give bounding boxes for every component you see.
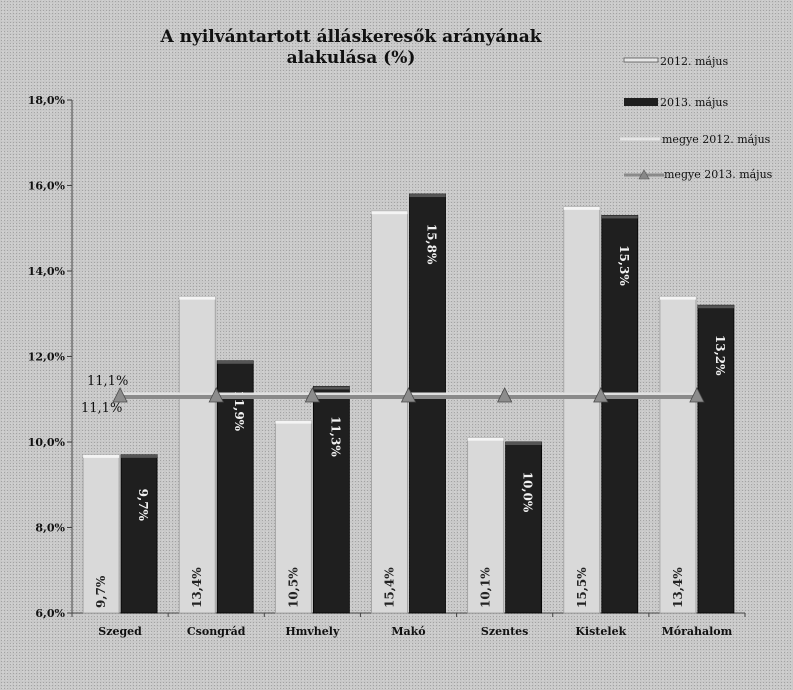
county-line-marker: [112, 387, 128, 403]
x-tick-label: Szentes: [481, 625, 528, 638]
legend-swatch-2012: [623, 57, 659, 63]
bar-2012-cap: [467, 437, 504, 441]
bar-2013: [120, 454, 158, 614]
data-label-2013: 15,8%: [425, 224, 439, 265]
bar-2012: [371, 210, 408, 614]
y-tick-label: 12,0%: [28, 351, 66, 364]
legend-label-2013: 2013. május: [660, 96, 728, 109]
bars: 9,7% 9,7% 13,4% 11,9% 10,5% 11,3% 15,4% 15,8% 10…: [82, 193, 735, 614]
bar-2013-cap: [601, 215, 638, 219]
bar-2012-cap: [371, 211, 408, 215]
bar-2012: [467, 437, 505, 614]
legend-swatch-2013: [624, 98, 658, 106]
y-tick-label: 14,0%: [28, 265, 66, 278]
data-label-2012: 10,1%: [479, 567, 493, 608]
data-label-2012: 10,5%: [286, 567, 300, 608]
x-tick-label: Hmvhely: [285, 625, 340, 638]
county-lines: 11,1% 11,1%: [81, 374, 705, 416]
data-label-2013: 9,7%: [136, 489, 150, 522]
county-line-marker: [208, 387, 224, 403]
county-line-marker: [304, 387, 321, 403]
county-label-2013: 11,1%: [81, 401, 122, 416]
y-tick-label: 8,0%: [35, 522, 65, 535]
bar-2013-cap: [409, 194, 446, 198]
legend-label-2012: 2012. május: [660, 55, 728, 68]
legend-label-megye-2013: megye 2013. május: [664, 168, 773, 181]
bar-2013-cap: [697, 305, 734, 309]
x-tick-label: Csongrád: [187, 625, 246, 638]
bar-2012: [659, 296, 697, 614]
legend: 2012. május 2013. május megye 2012. máju…: [620, 55, 773, 181]
bar-2013: [505, 441, 543, 614]
chart-title-line1: A nyilvántartott álláskeresők arányának: [159, 27, 542, 47]
y-tick-label: 18,0%: [28, 94, 66, 107]
legend-item-megye-2013: megye 2013. május: [624, 168, 773, 181]
y-tick-label: 16,0%: [28, 180, 66, 193]
bar-2012-cap: [275, 420, 312, 424]
bar-2012-cap: [659, 296, 696, 300]
bar-2013-cap: [121, 454, 158, 458]
county-line-marker: [400, 387, 417, 403]
legend-marker-triangle: [638, 169, 650, 180]
legend-item-2012: 2012. május: [623, 55, 728, 68]
data-label-2012: 13,4%: [190, 567, 204, 608]
y-tick-label: 6,0%: [35, 607, 65, 620]
data-label-2013: 13,2%: [713, 335, 727, 376]
data-label-2013: 10,0%: [521, 472, 535, 513]
x-tick-label: Kistelek: [575, 625, 626, 638]
bar-2013: [601, 215, 639, 614]
bar-2012: [563, 206, 601, 614]
y-tick-label: 10,0%: [28, 436, 66, 449]
data-label-2013: 15,3%: [617, 245, 631, 286]
data-label-2012: 9,7%: [94, 575, 108, 608]
legend-label-megye-2012: megye 2012. május: [662, 133, 771, 146]
x-labels: Szeged Csongrád Hmvhely Makó Szentes Kistelek…: [71, 613, 746, 638]
bar-2013-cap: [505, 442, 542, 445]
data-label-2012: 13,4%: [671, 567, 685, 608]
chart-title-line2: alakulása (%): [287, 48, 416, 68]
bar-2013: [697, 304, 735, 614]
county-line-marker: [496, 387, 513, 403]
legend-item-megye-2012: megye 2012. május: [620, 133, 771, 146]
x-tick-label: Mórahalom: [662, 625, 733, 638]
data-label-2013: 11,9%: [232, 390, 246, 431]
bar-2012: [178, 296, 216, 614]
bar-2013-cap: [217, 360, 254, 364]
data-label-2012: 15,4%: [383, 567, 397, 608]
bar-2012-cap: [179, 296, 216, 300]
data-label-2012: 15,5%: [575, 567, 589, 608]
bar-2013: [216, 360, 254, 614]
legend-item-2013: 2013. május: [624, 96, 728, 109]
x-tick-label: Makó: [391, 625, 425, 638]
county-label-2012: 11,1%: [87, 374, 128, 389]
bar-2012-cap: [563, 206, 600, 210]
bar-2012: [82, 454, 120, 614]
bar-2012: [274, 420, 312, 614]
x-tick-label: Szeged: [98, 625, 142, 638]
y-ticks: 6,0% 8,0% 10,0% 12,0% 14,0% 16,0% 18,0%: [28, 94, 72, 620]
bar-2012-cap: [83, 454, 120, 458]
county-line-marker: [689, 387, 705, 403]
bar-2013-cap: [313, 386, 350, 390]
county-line-marker: [593, 387, 609, 403]
data-label-2013: 11,3%: [328, 416, 342, 457]
